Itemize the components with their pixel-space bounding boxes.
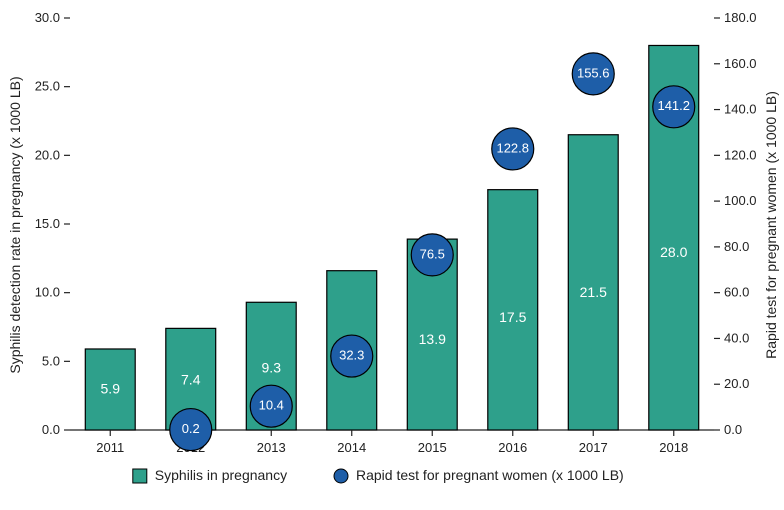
point-value-label: 122.8 — [496, 140, 529, 155]
x-tick-label: 2018 — [659, 440, 688, 455]
chart-svg: Syphilis detection rate in pregnancy (x … — [0, 0, 784, 510]
y-right-tick-label: 180.0 — [724, 10, 757, 25]
y-right-tick-label: 100.0 — [724, 193, 757, 208]
y-left-tick-label: 25.0 — [35, 79, 60, 94]
legend-swatch-bar — [133, 469, 147, 483]
y-right-ticks: 0.0 20.0 40.0 60.0 80.0 100.0 120.0 140.0 160.0 1… — [714, 10, 757, 437]
legend-label: Rapid test for pregnant women (x 1000 LB… — [356, 467, 624, 483]
y-left-tick-label: 20.0 — [35, 147, 60, 162]
bar-value-label: 21.5 — [580, 284, 607, 300]
y-right-tick-label: 20.0 — [724, 376, 749, 391]
y-right-tick-label: 120.0 — [724, 147, 757, 162]
bar-value-label: 13.9 — [419, 331, 446, 347]
x-tick-label: 2016 — [498, 440, 527, 455]
chart-container: Syphilis detection rate in pregnancy (x … — [0, 0, 784, 510]
y-left-tick-label: 5.0 — [42, 353, 60, 368]
y-right-tick-label: 140.0 — [724, 102, 757, 117]
y-left-tick-label: 30.0 — [35, 10, 60, 25]
y-left-tick-label: 15.0 — [35, 216, 60, 231]
x-tick-label: 2011 — [96, 440, 124, 455]
x-tick-label: 2013 — [257, 440, 286, 455]
bar-value-label: 7.4 — [181, 371, 201, 387]
y-left-axis-label: Syphilis detection rate in pregnancy (x … — [7, 76, 23, 373]
y-right-tick-label: 80.0 — [724, 239, 749, 254]
y-right-tick-label: 0.0 — [724, 422, 742, 437]
bar — [568, 135, 618, 430]
point-value-label: 76.5 — [420, 246, 445, 261]
y-left-tick-label: 0.0 — [42, 422, 60, 437]
bar-value-label: 28.0 — [660, 244, 687, 260]
x-tick-label: 2017 — [579, 440, 608, 455]
bars-group — [85, 45, 698, 430]
bar-value-label: 5.9 — [101, 381, 121, 397]
legend-label: Syphilis in pregnancy — [155, 467, 287, 483]
point-value-label: 0.2 — [182, 421, 200, 436]
point-value-label: 32.3 — [339, 348, 364, 363]
legend-swatch-circle — [334, 469, 348, 483]
x-tick-label: 2014 — [337, 440, 366, 455]
bar-value-label: 9.3 — [262, 360, 282, 376]
x-tick-label: 2015 — [418, 440, 447, 455]
point-value-label: 155.6 — [577, 65, 610, 80]
point-value-label: 10.4 — [259, 398, 284, 413]
y-right-axis-label: Rapid test for pregnant women (x 1000 LB… — [763, 91, 779, 359]
y-right-tick-label: 60.0 — [724, 285, 749, 300]
bar-value-label: 17.5 — [499, 309, 526, 325]
point-value-label: 141.2 — [657, 98, 690, 113]
y-right-tick-label: 40.0 — [724, 330, 749, 345]
y-left-ticks: 0.0 5.0 10.0 15.0 20.0 25.0 30.0 — [35, 10, 70, 437]
y-right-tick-label: 160.0 — [724, 56, 757, 71]
legend: Syphilis in pregnancy Rapid test for preg… — [133, 467, 624, 483]
y-left-tick-label: 10.0 — [35, 285, 60, 300]
